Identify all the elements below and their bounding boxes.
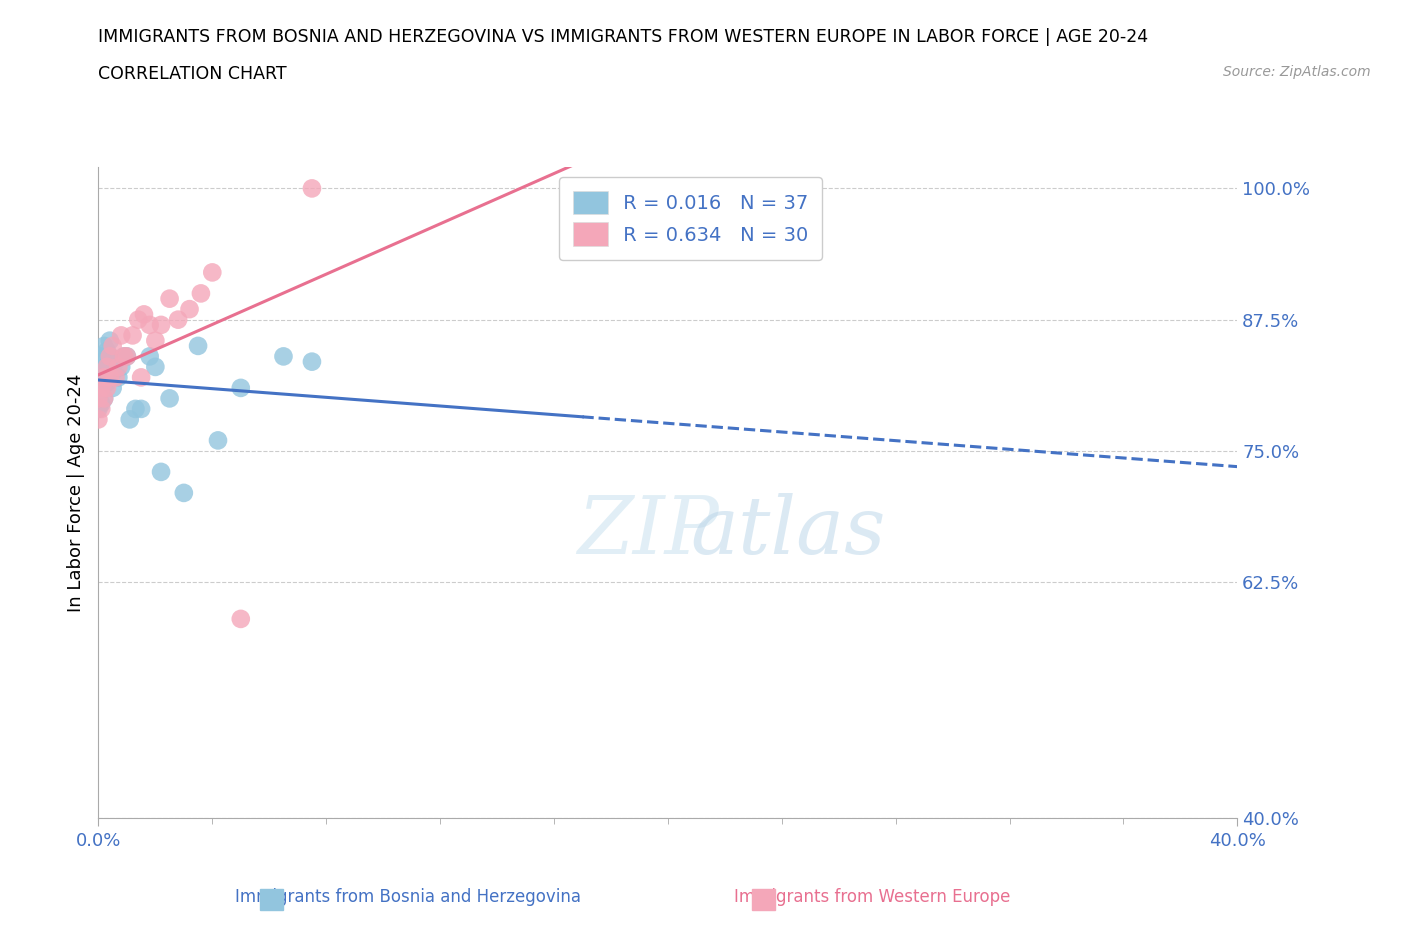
Point — [90, 402, 112, 417]
Point — [87, 412, 110, 427]
Point — [101, 380, 124, 395]
Text: IMMIGRANTS FROM BOSNIA AND HERZEGOVINA VS IMMIGRANTS FROM WESTERN EUROPE IN LABO: IMMIGRANTS FROM BOSNIA AND HERZEGOVINA V… — [98, 28, 1149, 46]
Point — [112, 349, 135, 364]
Point — [90, 380, 112, 395]
Point — [115, 349, 138, 364]
Point — [112, 349, 135, 364]
Text: ZIP: ZIP — [576, 493, 718, 571]
Point — [110, 328, 132, 343]
Point — [87, 402, 110, 417]
Point — [150, 464, 173, 479]
Point — [93, 339, 115, 353]
Point — [101, 365, 124, 379]
Point — [127, 312, 149, 327]
Point — [187, 339, 209, 353]
Point — [138, 349, 160, 364]
Point — [173, 485, 195, 500]
Point — [90, 349, 112, 364]
Point — [110, 360, 132, 375]
Point — [273, 349, 295, 364]
Text: CORRELATION CHART: CORRELATION CHART — [98, 65, 287, 83]
Point — [190, 286, 212, 300]
Point — [93, 391, 115, 405]
Point — [107, 360, 129, 375]
Point — [93, 370, 115, 385]
Point — [121, 328, 143, 343]
Point — [129, 370, 152, 385]
Point — [96, 380, 118, 395]
Point — [107, 370, 129, 385]
Point — [96, 360, 118, 375]
Text: Immigrants from Western Europe: Immigrants from Western Europe — [734, 888, 1010, 907]
Point — [145, 360, 167, 375]
Y-axis label: In Labor Force | Age 20-24: In Labor Force | Age 20-24 — [66, 374, 84, 612]
Text: atlas: atlas — [690, 493, 886, 571]
Point — [179, 301, 201, 316]
Legend:  R = 0.016   N = 37,  R = 0.634   N = 30: R = 0.016 N = 37, R = 0.634 N = 30 — [560, 177, 823, 259]
Point — [90, 396, 112, 411]
Point — [229, 380, 252, 395]
Point — [167, 312, 190, 327]
Point — [201, 265, 224, 280]
Point — [229, 611, 252, 626]
Point — [87, 370, 110, 385]
Point — [159, 291, 181, 306]
Point — [98, 349, 121, 364]
Point — [93, 370, 115, 385]
Point — [93, 391, 115, 405]
Point — [98, 349, 121, 364]
Text: Source: ZipAtlas.com: Source: ZipAtlas.com — [1223, 65, 1371, 79]
Point — [207, 433, 229, 448]
Point — [118, 412, 141, 427]
Point — [87, 391, 110, 405]
Point — [115, 349, 138, 364]
Point — [90, 380, 112, 395]
Point — [98, 370, 121, 385]
Point — [150, 317, 173, 332]
Point — [132, 307, 155, 322]
Point — [101, 339, 124, 353]
Point — [138, 317, 160, 332]
Point — [124, 402, 146, 417]
Point — [129, 402, 152, 417]
Point — [93, 354, 115, 369]
Point — [145, 333, 167, 348]
Point — [96, 344, 118, 359]
Point — [104, 354, 127, 369]
Point — [90, 365, 112, 379]
Point — [301, 354, 323, 369]
Point — [104, 370, 127, 385]
Point — [301, 181, 323, 196]
Point — [159, 391, 181, 405]
Point — [87, 391, 110, 405]
Point — [96, 375, 118, 390]
Text: Immigrants from Bosnia and Herzegovina: Immigrants from Bosnia and Herzegovina — [235, 888, 581, 907]
Point — [87, 380, 110, 395]
Point — [98, 333, 121, 348]
Point — [96, 360, 118, 375]
